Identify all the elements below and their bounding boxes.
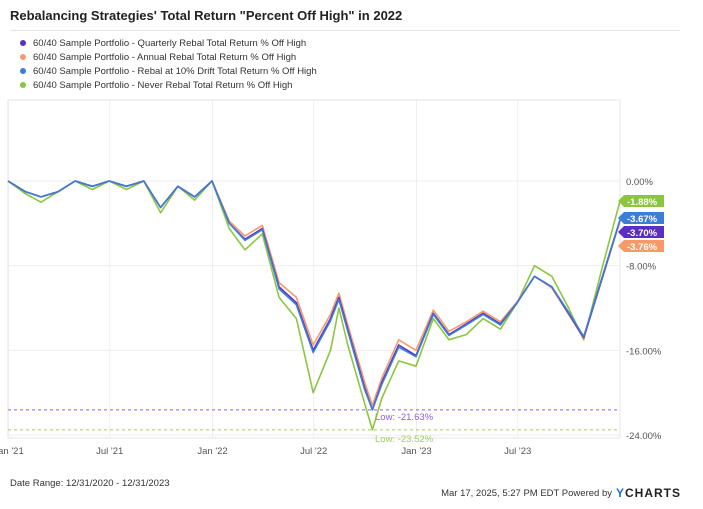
low-annotation: Low: -23.52% [375,434,434,445]
legend-label: 60/40 Sample Portfolio - Rebal at 10% Dr… [33,65,317,77]
last-value-label: -3.67% [627,214,658,225]
last-value-label: -3.76% [627,242,658,253]
legend-item-quarterly[interactable]: 60/40 Sample Portfolio - Quarterly Rebal… [20,36,317,50]
timestamp: Mar 17, 2025, 5:27 PM EDT Powered by [441,487,612,499]
last-value-label: -3.70% [627,228,658,239]
last-value-flag [618,212,664,224]
x-tick-label: Jan '22 [197,446,227,457]
chart-title: Rebalancing Strategies' Total Return "Pe… [10,8,403,23]
last-value-label: -1.88% [627,197,658,208]
legend-dot [20,40,26,46]
last-value-flag [618,195,664,207]
last-value-flag [618,240,664,252]
date-range: Date Range: 12/31/2020 - 12/31/2023 [10,478,170,489]
legend-item-drift[interactable]: 60/40 Sample Portfolio - Rebal at 10% Dr… [20,64,317,78]
title-divider [10,30,680,31]
y-tick-label: -8.00% [626,262,657,273]
legend-dot [20,82,26,88]
x-tick-label: Jul '23 [504,446,531,457]
last-value-flag [618,226,664,238]
series-line [7,180,621,431]
series-line [7,180,621,411]
legend-label: 60/40 Sample Portfolio - Never Rebal Tot… [33,79,293,91]
legend-label: 60/40 Sample Portfolio - Quarterly Rebal… [33,37,307,49]
ycharts-logo: YCHARTS [615,486,681,500]
x-tick-label: Jan '21 [0,446,24,457]
legend-item-never[interactable]: 60/40 Sample Portfolio - Never Rebal Tot… [20,78,317,92]
legend-dot [20,68,26,74]
footer-credit: Mar 17, 2025, 5:27 PM EDT Powered by YCH… [441,486,681,500]
legend: 60/40 Sample Portfolio - Quarterly Rebal… [20,36,317,92]
legend-label: 60/40 Sample Portfolio - Annual Rebal To… [33,51,297,63]
low-annotation: Low: -21.63% [375,412,434,423]
y-tick-label: 0.00% [626,177,653,188]
x-tick-label: Jul '22 [300,446,327,457]
x-tick-label: Jan '23 [401,446,431,457]
y-tick-label: -24.00% [626,431,662,442]
y-tick-label: -16.00% [626,346,662,357]
legend-item-annual[interactable]: 60/40 Sample Portfolio - Annual Rebal To… [20,50,317,64]
legend-dot [20,54,26,60]
x-tick-label: Jul '21 [96,446,123,457]
